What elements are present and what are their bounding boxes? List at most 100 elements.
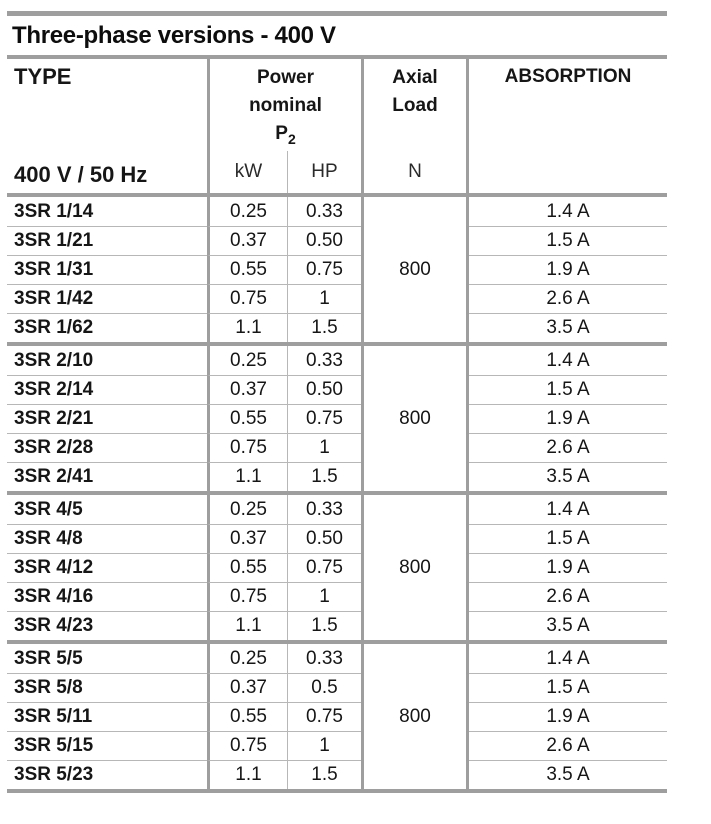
type-cell: 3SR 1/42 bbox=[7, 284, 207, 313]
absorption-cell: 2.6 A bbox=[469, 433, 667, 462]
absorption-cell: 1.5 A bbox=[469, 375, 667, 404]
type-cell: 3SR 4/16 bbox=[7, 582, 207, 611]
type-cell: 3SR 5/5 bbox=[14, 647, 83, 669]
table-title-row: Three-phase versions - 400 V bbox=[7, 16, 667, 55]
type-cell: 3SR 2/10 bbox=[14, 349, 94, 371]
pump-group: 800 3SR 4/5 0.25 0.33 1.4 A 3SR 4/8 0.37 0.50 1.… bbox=[7, 495, 667, 640]
kw-cell: 0.37 bbox=[207, 524, 287, 553]
hp-cell: 0.33 bbox=[287, 197, 361, 226]
type-cell: 3SR 5/8 bbox=[7, 673, 207, 702]
absorption-cell: 1.9 A bbox=[469, 702, 667, 731]
hp-cell: 0.33 bbox=[287, 346, 361, 375]
absorption-cell: 2.6 A bbox=[469, 284, 667, 313]
axial-load-label: Axial Load bbox=[364, 59, 466, 120]
hp-cell: 1.5 bbox=[287, 313, 361, 342]
absorption-cell: 3.5 A bbox=[469, 611, 667, 640]
absorption-cell: 1.4 A bbox=[546, 200, 590, 222]
hp-cell: 1 bbox=[287, 731, 361, 760]
axial-label-line2: Load bbox=[392, 95, 438, 116]
kw-cell: 0.75 bbox=[207, 284, 287, 313]
hp-cell: 0.75 bbox=[287, 553, 361, 582]
type-cell: 3SR 5/15 bbox=[7, 731, 207, 760]
kw-cell: 1.1 bbox=[207, 611, 287, 640]
group-separator bbox=[7, 491, 667, 495]
power-symbol: P2 bbox=[275, 123, 296, 147]
header-type-cell: TYPE 400 V / 50 Hz bbox=[7, 59, 207, 193]
header-bottom-rule bbox=[7, 193, 667, 197]
type-cell: 3SR 2/21 bbox=[7, 404, 207, 433]
kw-cell: 0.75 bbox=[207, 582, 287, 611]
type-cell: 3SR 2/14 bbox=[7, 375, 207, 404]
kw-cell: 0.55 bbox=[207, 702, 287, 731]
type-cell: 3SR 2/41 bbox=[7, 462, 207, 491]
absorption-column-label: ABSORPTION bbox=[504, 66, 632, 87]
absorption-cell: 1.4 A bbox=[546, 349, 590, 371]
kw-cell: 0.37 bbox=[207, 226, 287, 255]
bottom-rule bbox=[7, 789, 667, 793]
absorption-cell: 1.9 A bbox=[469, 553, 667, 582]
axial-load-cell: 800 bbox=[361, 495, 469, 640]
spec-sheet: Three-phase versions - 400 V TYPE 400 V … bbox=[7, 11, 667, 793]
hp-cell: 1.5 bbox=[287, 760, 361, 789]
axial-load-cell: 800 bbox=[361, 346, 469, 491]
hp-unit-label: HP bbox=[287, 151, 361, 193]
table-body: 800 3SR 1/14 0.25 0.33 1.4 A 3SR 1/21 0.37 0.50… bbox=[7, 197, 667, 789]
absorption-cell: 1.4 A bbox=[546, 498, 590, 520]
kw-cell: 0.37 bbox=[207, 673, 287, 702]
group-separator bbox=[7, 342, 667, 346]
table-title: Three-phase versions - 400 V bbox=[12, 21, 336, 49]
power-label-line1: Power bbox=[256, 67, 315, 88]
hp-cell: 1.5 bbox=[287, 611, 361, 640]
hp-cell: 1 bbox=[287, 284, 361, 313]
kw-cell: 1.1 bbox=[207, 462, 287, 491]
pump-group: 800 3SR 2/10 0.25 0.33 1.4 A 3SR 2/14 0.37 0.50… bbox=[7, 346, 667, 491]
kw-cell: 0.25 bbox=[207, 346, 287, 375]
hp-cell: 0.75 bbox=[287, 702, 361, 731]
power-symbol-subscript: 2 bbox=[287, 130, 296, 147]
absorption-cell: 1.9 A bbox=[469, 404, 667, 433]
kw-cell: 1.1 bbox=[207, 313, 287, 342]
hp-cell: 0.50 bbox=[287, 524, 361, 553]
hp-cell: 0.50 bbox=[287, 226, 361, 255]
kw-cell: 0.55 bbox=[207, 255, 287, 284]
absorption-cell: 3.5 A bbox=[469, 462, 667, 491]
top-rule bbox=[7, 11, 667, 16]
absorption-cell: 1.5 A bbox=[469, 226, 667, 255]
kw-cell: 1.1 bbox=[207, 760, 287, 789]
axial-load-cell: 800 bbox=[361, 197, 469, 342]
type-cell: 3SR 1/31 bbox=[7, 255, 207, 284]
newton-unit-label: N bbox=[408, 161, 422, 182]
type-cell: 3SR 1/21 bbox=[7, 226, 207, 255]
absorption-cell: 3.5 A bbox=[469, 760, 667, 789]
hp-cell: 1 bbox=[287, 582, 361, 611]
axial-load-cell: 800 bbox=[361, 644, 469, 789]
type-cell: 3SR 4/23 bbox=[7, 611, 207, 640]
type-cell: 3SR 4/8 bbox=[7, 524, 207, 553]
kw-cell: 0.25 bbox=[207, 197, 287, 226]
hp-cell: 1.5 bbox=[287, 462, 361, 491]
pump-group: 800 3SR 1/14 0.25 0.33 1.4 A 3SR 1/21 0.37 0.50… bbox=[7, 197, 667, 342]
table-header: TYPE 400 V / 50 Hz Power nominal P2 kW H… bbox=[7, 59, 667, 193]
absorption-cell: 3.5 A bbox=[469, 313, 667, 342]
power-label-line2: nominal bbox=[249, 95, 322, 116]
type-cell: 3SR 4/12 bbox=[7, 553, 207, 582]
absorption-cell: 1.5 A bbox=[469, 673, 667, 702]
hp-cell: 0.5 bbox=[287, 673, 361, 702]
hp-cell: 0.75 bbox=[287, 404, 361, 433]
hp-cell: 1 bbox=[287, 433, 361, 462]
pump-group: 800 3SR 5/5 0.25 0.33 1.4 A 3SR 5/8 0.37 0.5 1.5… bbox=[7, 644, 667, 789]
title-bottom-rule bbox=[7, 55, 667, 59]
kw-unit-label: kW bbox=[207, 151, 287, 193]
voltage-frequency-label: 400 V / 50 Hz bbox=[14, 162, 148, 187]
kw-cell: 0.55 bbox=[207, 404, 287, 433]
type-cell: 3SR 1/62 bbox=[7, 313, 207, 342]
header-axial-cell: Axial Load N bbox=[361, 59, 469, 193]
kw-cell: 0.75 bbox=[207, 433, 287, 462]
type-column-label: TYPE bbox=[14, 64, 72, 89]
absorption-cell: 2.6 A bbox=[469, 582, 667, 611]
kw-cell: 0.37 bbox=[207, 375, 287, 404]
absorption-cell: 2.6 A bbox=[469, 731, 667, 760]
axial-label-line1: Axial bbox=[392, 67, 438, 88]
hp-cell: 0.75 bbox=[287, 255, 361, 284]
absorption-cell: 1.5 A bbox=[469, 524, 667, 553]
